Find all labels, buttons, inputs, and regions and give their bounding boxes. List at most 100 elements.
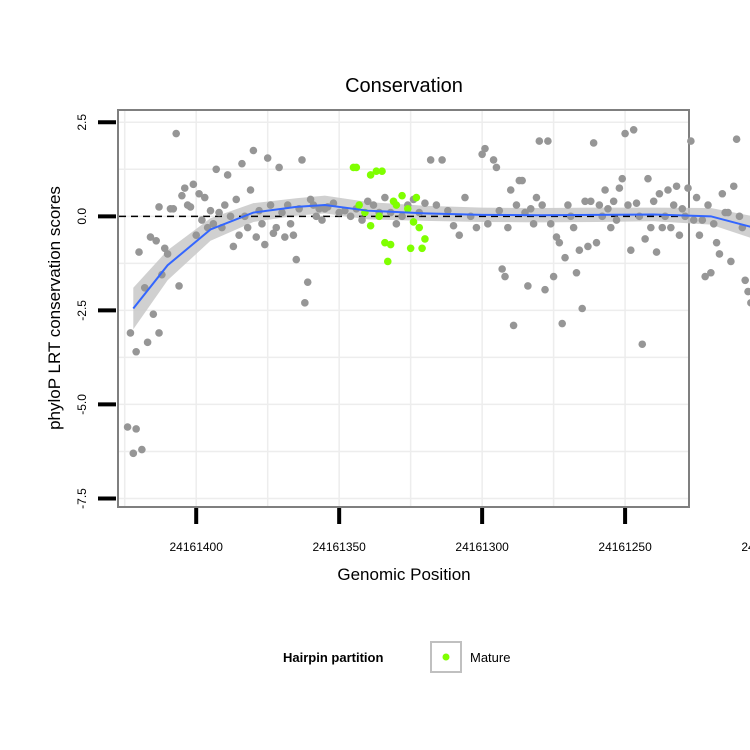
other-point-15 — [160, 244, 169, 253]
legend-mature-swatch — [442, 653, 450, 661]
other-point-179 — [709, 220, 718, 228]
mature-point-7 — [366, 221, 375, 230]
other-point-84 — [392, 220, 401, 228]
other-point-125 — [555, 238, 564, 247]
other-point-145 — [612, 216, 621, 224]
other-point-165 — [669, 201, 678, 209]
mature-point-21 — [421, 235, 429, 243]
other-point-5 — [135, 248, 143, 256]
other-point-82 — [381, 193, 389, 202]
other-point-32 — [209, 220, 218, 228]
other-point-1 — [126, 329, 135, 337]
other-point-25 — [189, 180, 198, 189]
other-point-123 — [549, 272, 558, 281]
other-point-175 — [698, 216, 707, 224]
other-point-121 — [544, 137, 552, 145]
other-point-109 — [509, 321, 518, 330]
other-point-61 — [292, 255, 301, 264]
other-point-68 — [312, 212, 321, 221]
grid — [119, 111, 688, 506]
other-point-182 — [718, 189, 727, 198]
other-point-96 — [461, 193, 469, 202]
other-point-154 — [638, 340, 647, 349]
smooth-confidence-band — [133, 195, 750, 330]
mature-point-16 — [406, 244, 415, 253]
other-point-56 — [278, 208, 286, 217]
other-point-45 — [246, 186, 255, 194]
mature-point-14 — [398, 191, 406, 200]
other-point-60 — [289, 231, 298, 239]
other-point-27 — [195, 189, 203, 198]
other-point-124 — [552, 233, 561, 241]
mature-point-17 — [409, 218, 418, 226]
mature-point-2 — [366, 171, 375, 179]
other-point-31 — [206, 206, 215, 215]
other-point-66 — [306, 195, 315, 204]
other-point-151 — [629, 126, 638, 134]
mature-point-3 — [372, 167, 381, 175]
other-point-8 — [143, 338, 152, 347]
other-point-40 — [232, 195, 241, 204]
y-tick-label-3: -5.0 — [75, 394, 89, 415]
other-point-120 — [541, 285, 549, 294]
other-point-63 — [298, 156, 306, 164]
mature-point-5 — [355, 201, 363, 209]
other-point-122 — [546, 220, 555, 228]
x-tick-label-0: 24161400 — [170, 540, 224, 554]
y-axis-label: phyloP LRT conservation scores — [45, 186, 64, 430]
other-point-21 — [178, 191, 186, 200]
other-point-105 — [498, 265, 506, 273]
other-point-6 — [138, 445, 146, 454]
other-point-163 — [664, 186, 672, 194]
other-point-114 — [524, 282, 532, 290]
other-point-129 — [566, 212, 575, 221]
other-point-90 — [426, 156, 435, 164]
other-point-174 — [695, 231, 704, 239]
other-point-29 — [200, 193, 209, 202]
legend-mature-label: Mature — [470, 650, 510, 665]
other-point-110 — [512, 201, 521, 209]
x-tick-label-1: 24161350 — [312, 540, 366, 554]
other-point-98 — [472, 223, 481, 232]
y-tick-label-2: -2.5 — [75, 300, 89, 321]
other-point-91 — [432, 201, 441, 209]
other-point-130 — [569, 223, 578, 232]
other-point-133 — [578, 304, 587, 313]
mature-point-8 — [375, 212, 383, 221]
y-tick-label-4: -7.5 — [75, 488, 89, 509]
other-point-94 — [449, 221, 458, 230]
other-point-170 — [684, 184, 692, 192]
mature-point-18 — [412, 193, 421, 202]
other-point-184 — [724, 208, 732, 217]
x-axis-label: Genomic Position — [337, 565, 470, 584]
mature-point-10 — [383, 257, 392, 266]
other-point-4 — [132, 347, 140, 356]
other-point-12 — [155, 203, 163, 211]
other-point-13 — [155, 329, 163, 337]
other-point-188 — [735, 212, 744, 221]
other-point-115 — [526, 205, 535, 213]
other-point-26 — [192, 231, 201, 239]
other-point-161 — [658, 223, 667, 232]
other-point-44 — [243, 223, 252, 232]
other-point-177 — [704, 201, 712, 209]
other-point-59 — [286, 220, 295, 228]
other-point-139 — [595, 201, 604, 209]
other-point-117 — [532, 193, 541, 202]
other-point-187 — [732, 135, 741, 144]
other-point-144 — [609, 197, 618, 206]
other-point-41 — [235, 231, 243, 239]
other-point-157 — [647, 223, 655, 232]
other-point-2 — [129, 449, 138, 458]
other-point-78 — [358, 216, 366, 224]
other-point-93 — [444, 206, 452, 215]
other-point-138 — [592, 238, 601, 247]
other-point-186 — [729, 182, 738, 191]
other-point-89 — [421, 199, 429, 207]
other-point-85 — [398, 212, 406, 221]
mature-point-9 — [381, 238, 389, 247]
data-points — [123, 126, 750, 458]
other-point-164 — [667, 223, 675, 232]
other-point-34 — [215, 208, 223, 217]
